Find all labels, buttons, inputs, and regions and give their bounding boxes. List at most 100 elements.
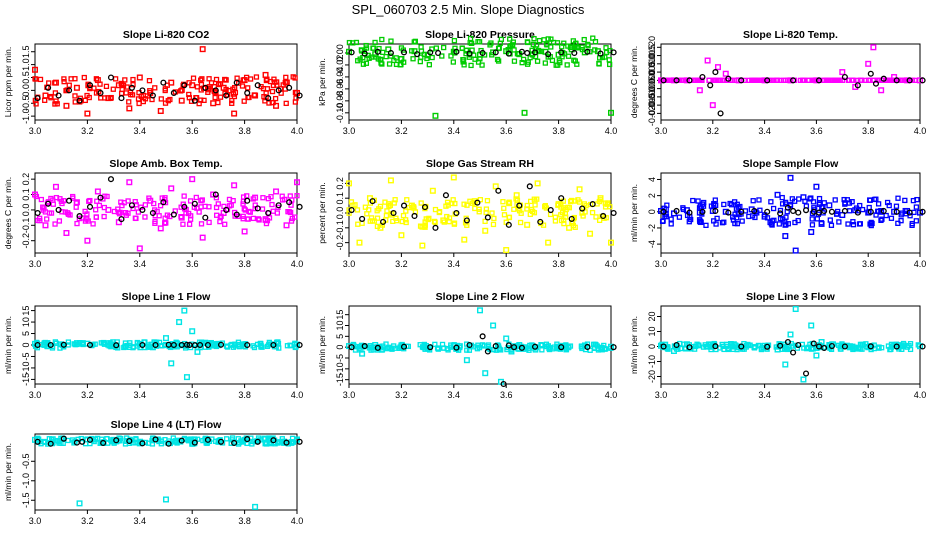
data-point	[391, 200, 397, 206]
data-point	[895, 220, 901, 226]
data-point	[40, 204, 46, 210]
data-point	[668, 216, 674, 222]
data-point	[839, 212, 846, 219]
y-tick-label: 5	[21, 331, 31, 336]
y-tick-label: -10	[335, 362, 345, 375]
point-cloud	[346, 35, 613, 69]
data-point	[52, 79, 59, 86]
data-point	[858, 77, 864, 83]
data-point	[376, 45, 382, 52]
panel-title: Slope Li-820 CO2	[123, 29, 210, 41]
data-point	[695, 198, 701, 204]
overlay-point	[518, 48, 525, 55]
y-tick-label: -5	[335, 354, 345, 362]
data-point	[421, 223, 427, 229]
data-point	[93, 214, 99, 220]
y-tick-label: -2	[647, 224, 657, 232]
data-point	[431, 218, 438, 225]
overlay-point	[712, 343, 719, 350]
data-point	[133, 215, 139, 222]
data-point	[746, 213, 752, 220]
data-point	[386, 201, 392, 207]
y-tick-label: -0.06	[335, 79, 345, 100]
overlay-point	[390, 209, 397, 217]
data-point	[183, 374, 190, 381]
data-point	[417, 58, 423, 65]
data-point	[62, 209, 68, 215]
panel-title: Slope Line 4 (LT) Flow	[111, 419, 222, 431]
data-point	[818, 220, 825, 227]
data-point	[356, 239, 363, 246]
overlay-point	[296, 203, 303, 210]
data-point	[507, 36, 513, 42]
overlay-point	[270, 437, 277, 444]
overlay-point	[118, 216, 125, 223]
overlay-point	[217, 438, 225, 445]
data-point	[111, 208, 118, 215]
data-point	[895, 195, 901, 201]
data-point	[477, 197, 484, 203]
data-point	[84, 237, 91, 244]
data-point	[228, 439, 235, 446]
overlay-point	[610, 209, 617, 217]
overlay-point	[699, 208, 706, 215]
data-point	[274, 210, 281, 216]
data-point	[809, 216, 815, 222]
data-point	[869, 220, 875, 227]
data-point	[59, 200, 65, 207]
overlay-point	[86, 341, 94, 349]
data-point	[136, 100, 142, 107]
data-point	[482, 370, 489, 377]
data-point	[426, 62, 432, 68]
data-point	[251, 344, 258, 351]
data-point	[563, 346, 570, 353]
overlay-point	[717, 110, 724, 117]
y-tick-label: 0	[647, 209, 657, 214]
data-point	[412, 38, 419, 44]
y-tick-label: 0.010	[647, 53, 657, 76]
data-point	[506, 214, 512, 221]
overlay-point	[400, 202, 408, 209]
y-tick-label: 0.1	[21, 188, 31, 201]
data-point	[162, 215, 168, 221]
data-point	[553, 62, 559, 68]
overlay-point	[919, 208, 926, 215]
data-point	[263, 77, 270, 84]
overlay-point	[149, 92, 156, 99]
data-point	[386, 61, 393, 67]
overlay-point	[795, 209, 802, 216]
data-point	[377, 56, 383, 63]
overlay-point	[79, 438, 86, 445]
data-point	[429, 54, 435, 61]
data-point	[463, 357, 470, 364]
data-point	[676, 340, 683, 347]
data-point	[229, 100, 235, 106]
data-point	[294, 179, 301, 186]
data-point	[496, 346, 502, 353]
x-tick-label: 3.2	[81, 126, 94, 136]
data-point	[713, 202, 719, 209]
data-point	[53, 98, 59, 104]
data-point	[878, 207, 885, 214]
overlay-point	[113, 437, 120, 444]
data-point	[800, 376, 807, 383]
overlay-point	[223, 206, 230, 213]
data-point	[240, 194, 247, 200]
overlay-point	[60, 435, 67, 442]
overlay-point	[47, 440, 54, 447]
data-point	[122, 210, 129, 216]
data-point	[761, 213, 768, 220]
data-point	[246, 208, 252, 215]
y-tick-label: 0.1	[335, 192, 345, 205]
overlay-point	[202, 214, 209, 221]
data-point	[292, 99, 299, 105]
data-point	[491, 215, 497, 222]
data-point	[287, 193, 293, 199]
data-point	[751, 345, 758, 351]
overlay-point	[126, 437, 133, 445]
data-point	[568, 197, 575, 204]
data-point	[794, 345, 801, 351]
data-point	[658, 77, 665, 84]
overlay-point	[712, 69, 719, 76]
y-axis-label: ml/min per min.	[3, 316, 13, 374]
